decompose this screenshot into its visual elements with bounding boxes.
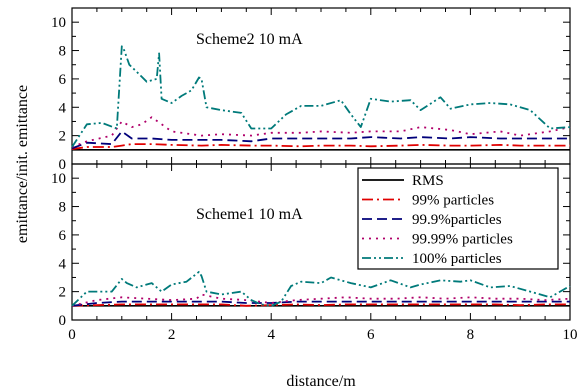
panel-title-bottom: Scheme1 10 mA (196, 206, 303, 223)
x-tick-label: 10 (563, 327, 578, 343)
x-tick-label: 6 (367, 327, 375, 343)
y-tick-label: 8 (59, 44, 67, 60)
x-tick-label: 8 (467, 327, 475, 343)
legend: RMS 99% particles 99.9%particles 99.99% par… (357, 167, 559, 270)
y-tick-labels-top: 0 2 4 6 8 10 (51, 15, 67, 173)
y-tick-label: 8 (59, 200, 67, 216)
series-line-99-99-particles (71, 116, 571, 148)
y-tick-label: 2 (59, 129, 67, 145)
legend-label: 99% particles (412, 193, 494, 209)
legend-label: 99.9%particles (412, 212, 502, 228)
series-line-100-particles (71, 45, 571, 148)
series-group-top (71, 45, 571, 151)
series-line-99-9-particles (71, 300, 570, 307)
y-tick-label: 6 (59, 228, 67, 244)
series-line-99-9-particles (71, 130, 570, 150)
panel-top: 0 2 4 6 8 10 Scheme2 10 mA (51, 7, 571, 173)
y-tick-label: 4 (59, 100, 67, 116)
y-axis-label: emittance/init. emittance (14, 85, 31, 243)
legend-box (357, 167, 559, 270)
series-group-bottom (71, 270, 571, 307)
panel-bottom: 0 2 4 6 8 10 0 2 4 6 8 10 Scheme1 10 mA (51, 163, 578, 343)
x-tick-label: 2 (168, 327, 176, 343)
legend-items: RMS 99% particles 99.9%particles 99.99% par… (362, 173, 513, 267)
series-line-99-particles (71, 143, 570, 150)
x-tick-label: 0 (68, 327, 76, 343)
tick-marks-top (71, 8, 571, 165)
plot-frame-top (71, 7, 571, 165)
series-line-99-99-particles (71, 293, 571, 307)
legend-label: 100% particles (412, 251, 502, 267)
y-tick-label: 0 (59, 157, 67, 173)
legend-label: RMS (412, 173, 444, 189)
y-tick-label: 6 (59, 72, 67, 88)
y-tick-label: 0 (59, 313, 67, 329)
series-line-100-particles (71, 270, 571, 307)
panel-title-top: Scheme2 10 mA (196, 31, 303, 48)
series-line-99-particles (71, 303, 570, 307)
y-tick-label: 10 (51, 171, 66, 187)
x-tick-labels: 0 2 4 6 8 10 (68, 327, 577, 343)
y-tick-label: 10 (51, 15, 66, 31)
y-tick-label: 4 (59, 256, 67, 272)
y-tick-labels-bottom: 0 2 4 6 8 10 (51, 171, 67, 329)
y-tick-label: 2 (59, 285, 67, 301)
legend-label: 99.99% particles (412, 232, 513, 248)
x-tick-label: 4 (267, 327, 275, 343)
x-axis-label: distance/m (286, 373, 356, 390)
